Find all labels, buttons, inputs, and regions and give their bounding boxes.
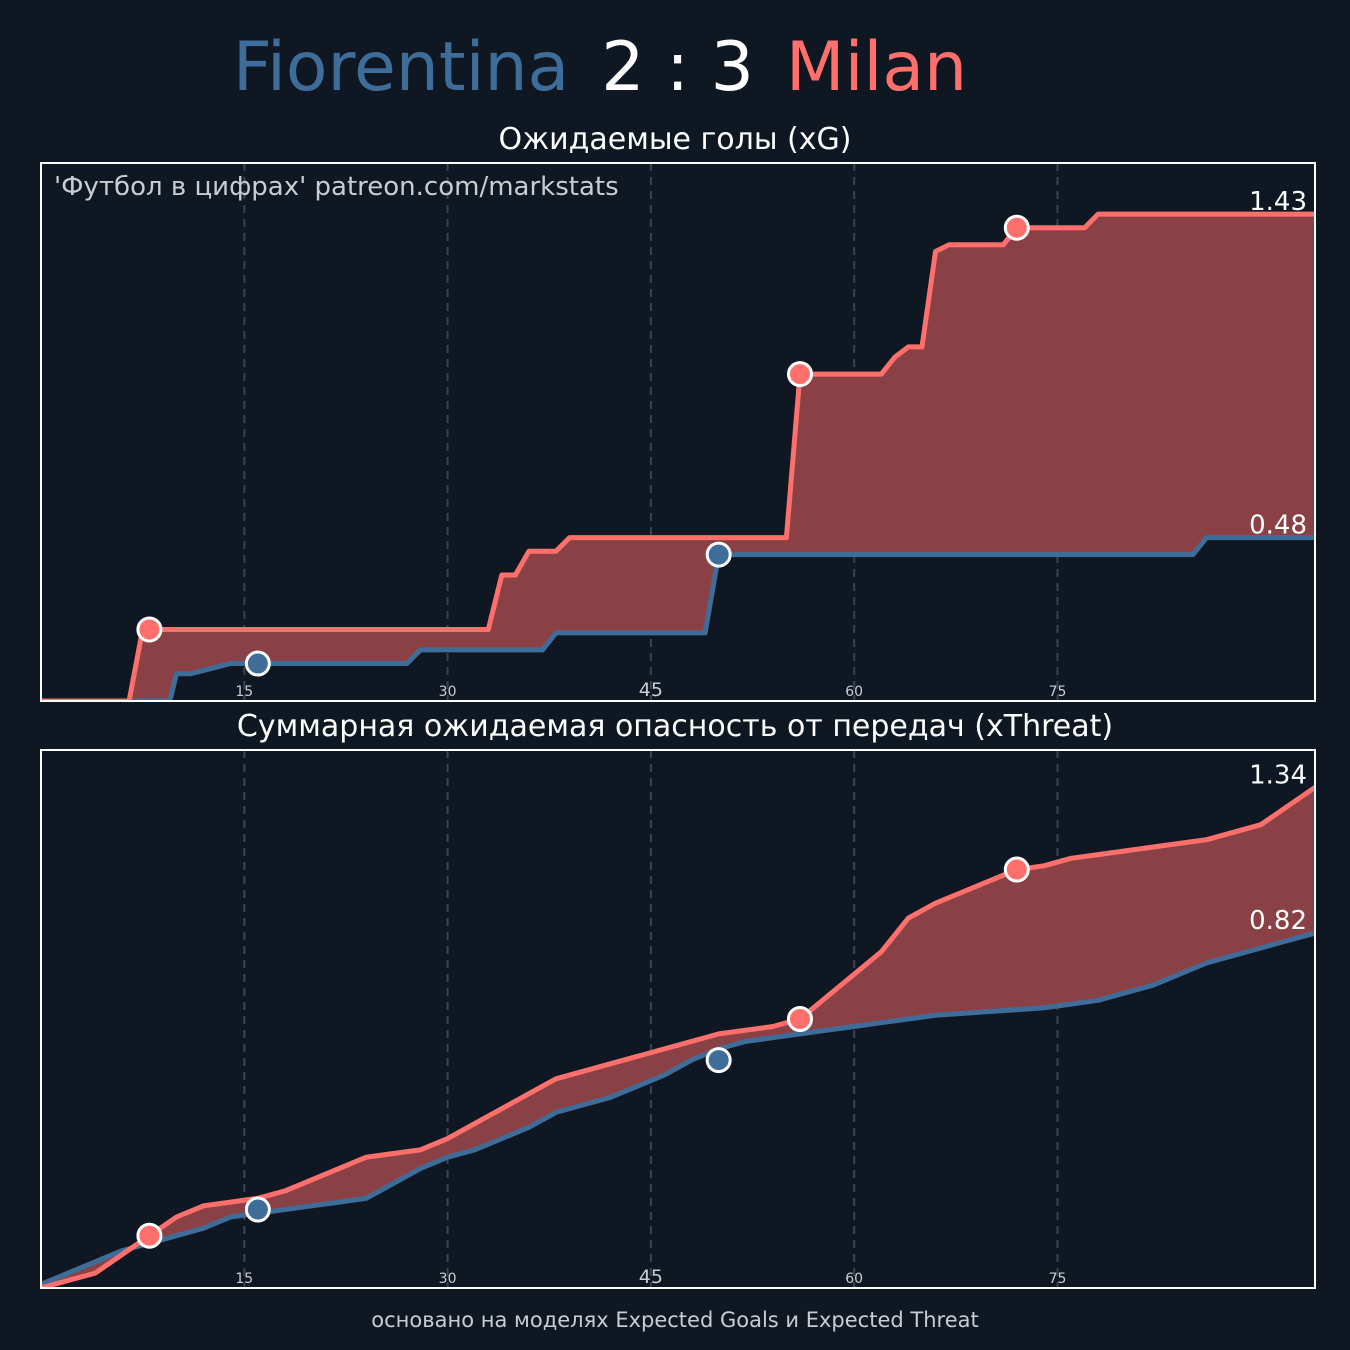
xthreat-goal-marker-milan (786, 1006, 813, 1032)
xthreat-goal-marker-fiorentina (705, 1047, 732, 1074)
xg-x-tick-label: 30 (439, 684, 457, 700)
xthreat-end-label-milan: 1.34 (1249, 760, 1307, 790)
xg-goal-marker-fiorentina (705, 541, 732, 568)
xthreat-frame (40, 749, 1316, 1289)
xg-end-label-milan: 1.43 (1249, 187, 1307, 217)
away-team-name: Milan (785, 28, 968, 107)
xg-series-fiorentina (41, 535, 1315, 701)
xg-series-milan (41, 211, 1315, 701)
xg-goal-marker-milan (786, 361, 813, 388)
xthreat-plot-area (41, 750, 1315, 1288)
match-score: 2 : 3 (601, 28, 754, 107)
xg-chart-title: Ожидаемые голы (xG) (498, 122, 852, 157)
xthreat-goal-marker-milan (1003, 856, 1030, 883)
xthreat-x-tick-label: 30 (439, 1271, 457, 1287)
xg-x-tick-label: 45 (639, 679, 663, 701)
home-team-name: Fiorentina (232, 28, 570, 107)
xg-x-tick-label: 60 (845, 684, 863, 700)
xg-goal-marker-fiorentina (244, 650, 271, 677)
xthreat-x-tick-label: 75 (1049, 1271, 1067, 1287)
xthreat-chart: 15 30 45 60 75 0.82 1.34 (40, 749, 1316, 1289)
xthreat-x-tick-label: 60 (845, 1271, 863, 1287)
xthreat-chart-title: Суммарная ожидаемая опасность от передач… (236, 709, 1114, 744)
xg-frame (40, 162, 1316, 702)
xthreat-goal-marker-fiorentina (244, 1196, 271, 1223)
xg-x-tick-label: 75 (1049, 684, 1067, 700)
xg-goal-marker-milan (1003, 214, 1030, 241)
xthreat-difference-fill (41, 787, 1315, 1288)
match-header: Fiorentina 2 : 3 Milan (0, 28, 1200, 107)
xg-plot-area (41, 163, 1315, 701)
xthreat-goal-marker-milan (136, 1222, 163, 1249)
xthreat-end-label-fiorentina: 0.82 (1249, 906, 1307, 936)
xg-end-label-fiorentina: 0.48 (1249, 511, 1307, 541)
xthreat-x-tick-label: 15 (235, 1271, 253, 1287)
xg-chart: 15 30 45 60 75 0.48 1.43 (40, 162, 1316, 702)
xthreat-x-tick-label: 45 (639, 1266, 663, 1288)
watermark: 'Футбол в цифрах' patreon.com/markstats (54, 172, 619, 202)
xg-difference-fill (41, 214, 1315, 701)
xg-goal-marker-milan (136, 616, 163, 643)
footer-note: основано на моделях Expected Goals и Exp… (371, 1308, 979, 1332)
xg-x-tick-label: 15 (235, 684, 253, 700)
